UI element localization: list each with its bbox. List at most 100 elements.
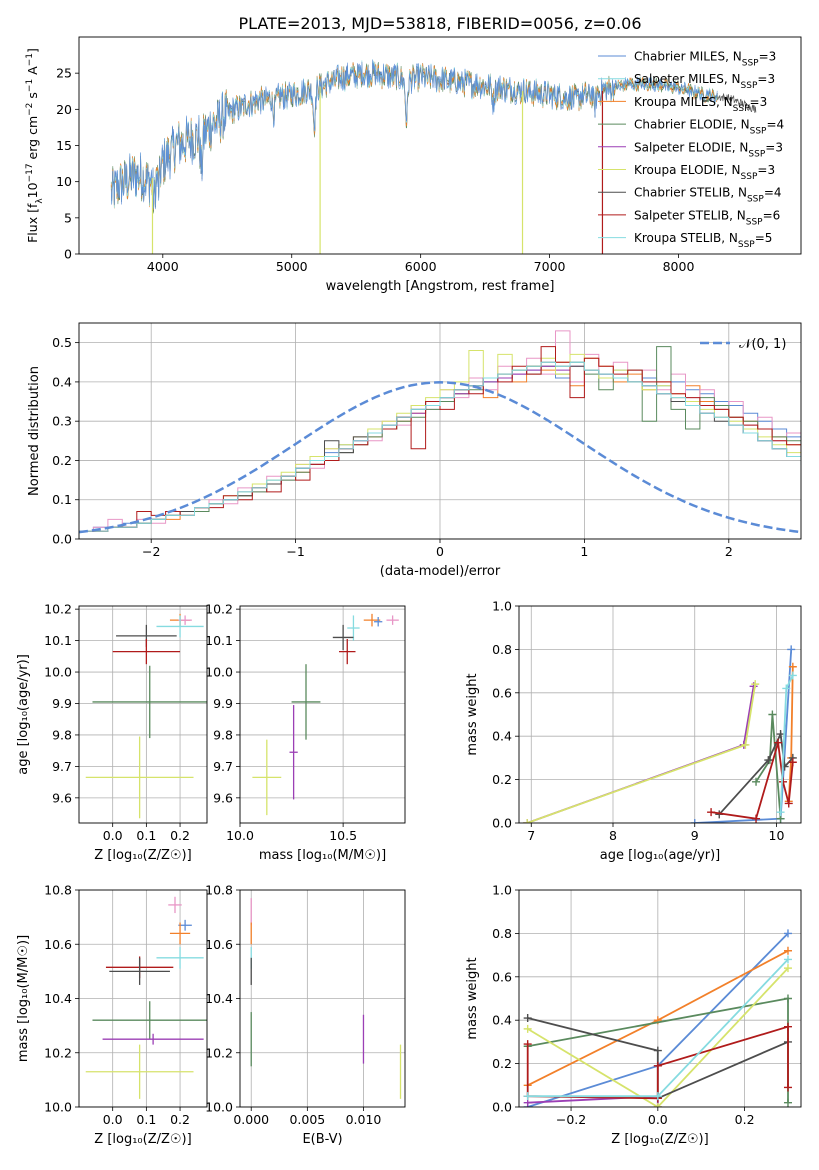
y-tick-label: 10.4 — [44, 991, 72, 1006]
plot-area — [519, 606, 801, 823]
plot-area — [240, 606, 405, 823]
weight-marker — [523, 819, 532, 823]
y-axis-label: Flux [fλ10−17 erg cm−2 s−1 A−1] — [25, 48, 45, 243]
legend-label: 𝒩(0, 1) — [739, 337, 786, 352]
y-tick-label: 10.4 — [205, 991, 233, 1006]
weight-marker — [653, 1092, 662, 1101]
legend-sub: SSP — [741, 172, 758, 182]
panel-spectrum: 4000 5000 6000 7000 8000 0 5 10 15 20 25 wavelength… — [25, 36, 802, 294]
y-tick-label: 0.2 — [52, 453, 72, 468]
y-tick-label: 9.7 — [52, 759, 72, 774]
legend-entry: Salpeter ELODIE, NSSP=3 — [634, 140, 783, 159]
x-tick-label: 0.000 — [233, 1112, 269, 1127]
y-tick-label: 10.1 — [44, 633, 72, 648]
x-tick-label: 0.0 — [103, 828, 123, 843]
weight-marker — [783, 929, 792, 938]
y-tick-label: 0.4 — [52, 374, 72, 389]
y-axis-label: Normed distribution — [27, 366, 42, 496]
panel-residual-hist: −2 −1 0 1 2 0.0 0.1 0.2 0.3 0.4 0.5 (data-model)/er… — [27, 322, 802, 579]
y-tick-label: 9.7 — [213, 759, 233, 774]
x-tick-label: 1 — [580, 544, 588, 559]
legend-value: =4 — [766, 118, 784, 132]
legend-entry: Chabrier ELODIE, NSSP=4 — [634, 118, 784, 137]
y-tick-label: 9.8 — [52, 727, 72, 742]
errorbar-point — [332, 624, 354, 651]
legend-label: Salpeter MILES, N — [634, 72, 741, 86]
weight-marker — [752, 777, 761, 786]
legend-sub: SSP — [733, 104, 750, 114]
x-tick-label: 7000 — [534, 259, 566, 274]
y-tick-label: 10.6 — [44, 937, 72, 952]
y-tick-label: 9.6 — [213, 790, 233, 805]
y-tick-label: 0.3 — [52, 414, 72, 429]
y-tick-label: 0.6 — [492, 685, 512, 700]
x-tick-label: 7 — [527, 828, 535, 843]
errorbar-point — [386, 615, 399, 625]
x-axis-label: wavelength [Angstrom, rest frame] — [326, 279, 555, 294]
errorbar-point — [289, 705, 298, 800]
legend-entry: Chabrier STELIB, NSSP=4 — [634, 186, 782, 205]
y-label-part: Flux [f — [25, 203, 40, 243]
panel-z-vs-age: 0.0 0.1 0.2 9.6 9.7 9.8 9.9 10.0 10.1 10.2 Z [log₁… — [16, 602, 208, 863]
weight-line-c4 — [755, 714, 782, 819]
panel-mass-vs-age: 10.0 10.5 9.6 9.7 9.8 9.9 10.0 10.1 10.2 mass [lo… — [205, 602, 406, 863]
weight-marker — [784, 799, 793, 808]
y-tick-label: 0.8 — [492, 926, 512, 941]
x-tick-label: 10.5 — [329, 828, 357, 843]
errorbar-point — [374, 617, 383, 627]
y-tick-label: 1.0 — [492, 599, 512, 614]
y-label-part: erg cm — [25, 116, 40, 164]
x-tick-label: 9 — [691, 828, 699, 843]
y-tick-label: 10.0 — [205, 1100, 233, 1115]
y-tick-label: 15 — [56, 138, 72, 153]
legend-label: Chabrier ELODIE, N — [634, 118, 750, 132]
legend-sub: SSP — [741, 81, 758, 91]
weight-marker — [523, 1092, 532, 1101]
x-tick-label: 8 — [609, 828, 617, 843]
y-axis-label: mass weight — [465, 957, 480, 1039]
errorbar-point — [92, 1001, 207, 1040]
legend-sub: SSP — [742, 59, 759, 69]
y-tick-label: 0.4 — [492, 729, 512, 744]
weight-marker — [783, 1022, 792, 1031]
y-tick-label: 1.0 — [492, 883, 512, 898]
x-axis-label: Z [log₁₀(Z/Z☉)] — [611, 1132, 708, 1147]
histogram-c1 — [79, 361, 801, 539]
x-tick-label: −0.2 — [556, 1112, 586, 1127]
x-tick-label: 0 — [436, 544, 444, 559]
legend-sub: SSP — [738, 240, 755, 250]
errorbar-point — [291, 664, 321, 740]
x-axis-label: mass [log₁₀(M/M☉)] — [259, 848, 386, 863]
errorbar-point — [112, 639, 181, 665]
y-label-part: −1 — [25, 79, 35, 92]
plot-area — [240, 890, 405, 1107]
x-tick-label: 2 — [725, 544, 733, 559]
legend-sub: SSP — [748, 149, 765, 159]
legend-label: Kroupa STELIB, N — [634, 231, 738, 245]
weight-marker — [752, 814, 761, 823]
weight-marker — [741, 740, 750, 749]
legend-label: Kroupa MILES, N — [634, 95, 733, 109]
legend-entry: Kroupa STELIB, NSSP=5 — [634, 231, 772, 250]
y-tick-label: 0.1 — [52, 492, 72, 507]
plot-area — [79, 606, 207, 823]
y-label-part: −17 — [25, 163, 35, 182]
histogram-c9 — [79, 361, 801, 539]
weight-line-c6 — [526, 683, 757, 823]
x-tick-label: 4000 — [147, 259, 179, 274]
x-tick-label: 8000 — [663, 259, 695, 274]
legend-sub: SSP — [746, 217, 763, 227]
y-tick-label: 9.8 — [213, 727, 233, 742]
y-tick-label: 0.8 — [492, 642, 512, 657]
legend-entry: Kroupa MILES, NSSP=3 — [634, 95, 767, 114]
y-label-part: 10 — [25, 182, 40, 198]
axes-frame — [78, 605, 208, 824]
spectrum-line-c1 — [110, 59, 718, 210]
x-tick-label: 5000 — [276, 259, 308, 274]
y-tick-label: 0.2 — [492, 772, 512, 787]
weight-marker — [768, 710, 777, 719]
x-axis-label: (data-model)/error — [380, 564, 501, 579]
x-tick-label: 0.0 — [648, 1112, 668, 1127]
weight-marker — [776, 808, 785, 817]
weight-marker — [523, 1024, 532, 1033]
